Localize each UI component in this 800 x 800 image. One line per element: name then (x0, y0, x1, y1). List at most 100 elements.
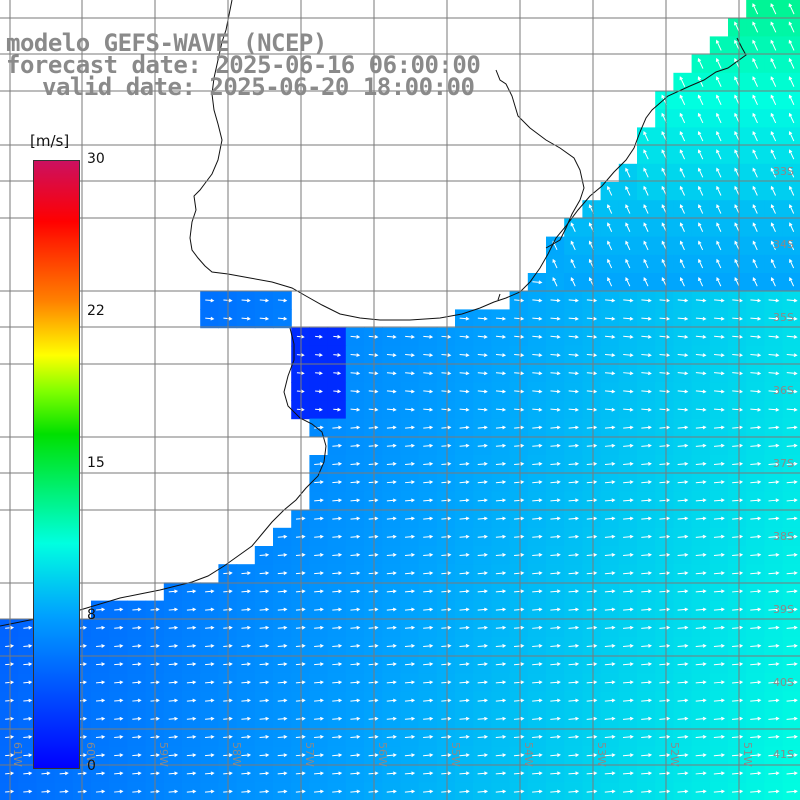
wind-arrow (713, 698, 725, 703)
wind-arrow (659, 335, 671, 339)
wind-arrow (586, 443, 598, 448)
wind-arrow (659, 771, 671, 776)
wind-arrow (752, 130, 758, 142)
wind-arrow (423, 425, 434, 430)
longitude-label: 57W (303, 742, 316, 767)
wind-arrow (622, 789, 634, 794)
wind-arrow (768, 680, 780, 685)
wind-arrow (350, 371, 361, 376)
wind-arrow (623, 371, 634, 376)
wind-arrow (713, 553, 725, 557)
wind-arrow (586, 625, 598, 630)
wind-arrow (241, 680, 252, 685)
wind-arrow (404, 771, 416, 776)
wind-arrow (768, 589, 780, 594)
wind-arrow (277, 789, 288, 794)
wind-arrow (114, 680, 124, 685)
wind-arrow (5, 771, 15, 776)
wind-arrow (768, 498, 780, 503)
wind-arrow (368, 389, 379, 394)
wind-arrow (716, 130, 722, 142)
wind-arrow (477, 516, 488, 521)
wind-arrow (333, 407, 342, 412)
wind-arrow (441, 480, 452, 484)
wind-arrow (350, 498, 361, 503)
wind-arrow (695, 498, 707, 503)
wind-arrow (441, 644, 452, 648)
wind-arrow (423, 480, 434, 484)
wind-arrow (477, 316, 488, 321)
wind-arrow (332, 589, 343, 594)
wind-arrow (477, 371, 488, 376)
wind-arrow (314, 735, 324, 739)
wind-arrow (568, 589, 580, 594)
wind-arrow (679, 76, 686, 87)
wind-arrow (477, 480, 488, 484)
wind-arrow (752, 167, 758, 178)
wind-arrow (23, 662, 33, 667)
wind-arrow (568, 462, 580, 466)
wind-arrow (495, 389, 507, 394)
wind-arrow (607, 258, 613, 269)
wind-arrow (477, 335, 488, 339)
wind-arrow (477, 789, 489, 794)
wind-arrow (5, 735, 15, 739)
latitude-label: 38S (773, 530, 794, 543)
wind-arrow (768, 316, 780, 321)
wind-arrow (623, 480, 634, 484)
wind-arrow (423, 389, 434, 394)
wind-arrow (789, 204, 795, 214)
wind-arrow (641, 716, 653, 721)
wind-arrow (789, 222, 795, 232)
wind-arrow (314, 753, 324, 757)
wind-arrow (132, 789, 142, 794)
wind-arrow (459, 443, 470, 448)
wind-arrow (368, 607, 379, 612)
wind-arrow (716, 222, 722, 232)
wind-arrow (386, 335, 397, 339)
wind-arrow (314, 644, 324, 648)
wind-arrow (132, 644, 142, 648)
wind-arrow (641, 462, 652, 466)
wind-arrow (386, 698, 397, 703)
wind-arrow (350, 389, 361, 394)
wind-arrow (495, 716, 507, 721)
wind-arrow (604, 462, 616, 466)
wind-arrow (695, 571, 707, 575)
wind-arrow (259, 316, 270, 321)
wind-arrow (532, 371, 543, 376)
wind-arrow (659, 407, 671, 412)
wind-arrow (752, 277, 758, 287)
wind-arrow (786, 298, 798, 303)
colorbar-tick-22: 22 (87, 303, 105, 319)
wind-arrow (607, 204, 613, 214)
wind-arrow (734, 167, 740, 178)
forecast-date: forecast date: 2025-06-16 06:00:00 (6, 51, 481, 79)
wind-arrow (95, 771, 106, 776)
wind-arrow (677, 480, 689, 484)
wind-arrow (441, 680, 452, 685)
wind-arrow (768, 571, 780, 575)
wind-arrow (405, 443, 415, 448)
wind-arrow (423, 735, 434, 739)
wind-arrow (604, 498, 616, 503)
wind-arrow (732, 625, 744, 630)
wind-arrow (716, 167, 722, 178)
wind-arrow (623, 553, 634, 557)
wind-arrow (5, 625, 15, 630)
wind-arrow (731, 753, 744, 757)
wind-arrow (350, 425, 361, 430)
wind-arrow (695, 480, 707, 484)
wind-arrow (750, 498, 762, 503)
wind-arrow (404, 716, 416, 721)
wind-arrow (750, 353, 762, 357)
wind-arrow (713, 734, 725, 739)
wind-arrow (532, 534, 543, 539)
wind-arrow (570, 240, 576, 251)
wind-arrow (404, 534, 416, 539)
wind-arrow (514, 534, 525, 539)
wind-arrow (770, 258, 776, 269)
wind-arrow (332, 553, 343, 557)
wind-arrow (350, 571, 361, 575)
wind-arrow (770, 21, 777, 33)
